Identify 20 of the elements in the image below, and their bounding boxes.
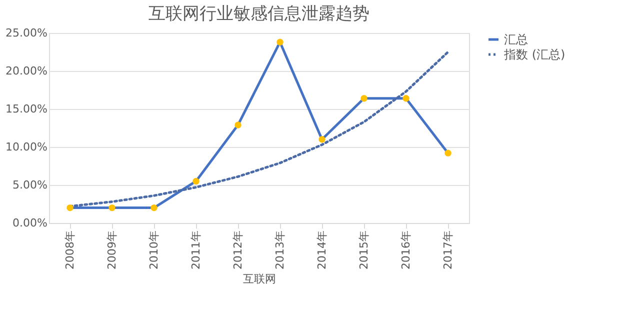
y-tick-label: 0.00% xyxy=(12,216,48,230)
x-axis-title: 互联网 xyxy=(243,272,276,286)
x-tick-label: 2009年 xyxy=(106,230,118,270)
legend-label: 汇总 xyxy=(504,32,528,46)
x-tick-label: 2016年 xyxy=(400,230,412,270)
chart-title: 互联网行业敏感信息泄露趋势 xyxy=(148,4,370,24)
y-tick-label: 25.00% xyxy=(6,26,48,40)
y-tick-label: 15.00% xyxy=(6,102,48,116)
y-tick-label: 20.00% xyxy=(6,64,48,78)
x-tick-label: 2008年 xyxy=(64,230,76,270)
y-tick-label: 10.00% xyxy=(6,140,48,154)
x-tick-label: 2014年 xyxy=(316,230,328,270)
x-tick-label: 2011年 xyxy=(190,230,202,270)
x-tick-label: 2010年 xyxy=(148,230,160,270)
y-tick-label: 5.00% xyxy=(12,178,48,192)
x-tick-label: 2017年 xyxy=(442,230,454,270)
legend-label: 指数 (汇总) xyxy=(503,48,566,62)
x-tick-label: 2015年 xyxy=(358,230,370,270)
x-tick-label: 2013年 xyxy=(274,230,286,270)
x-tick-label: 2012年 xyxy=(232,230,244,270)
